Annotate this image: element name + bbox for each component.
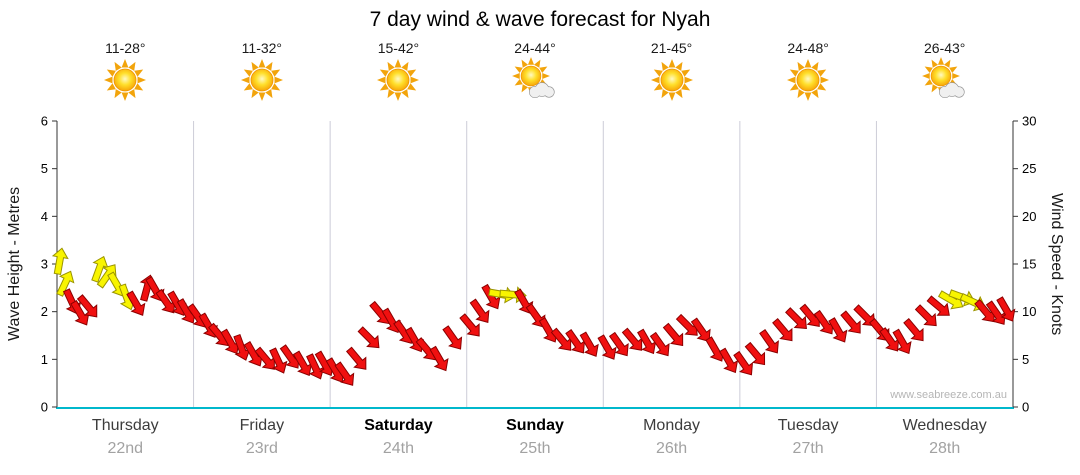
temp-range-label: 11-32° (241, 40, 283, 56)
day-label-sunday: Sunday 25th (467, 417, 604, 458)
wind-arrow (996, 296, 1016, 322)
forecast-day-friday: 11-32° (194, 40, 331, 103)
day-date: 24th (382, 440, 414, 457)
wind-arrow (649, 331, 670, 357)
day-date: 23rd (245, 440, 278, 457)
day-label-wednesday: Wednesday 28th (876, 417, 1013, 458)
day-name: Monday (643, 417, 701, 434)
temp-range-label: 24-44° (514, 40, 556, 56)
forecast-day-thursday: 11-28° (57, 40, 194, 103)
left-tick-label: 0 (41, 400, 48, 415)
day-name: Tuesday (777, 417, 839, 434)
wind-arrow (269, 347, 288, 374)
forecast-day-wednesday: 26-43° (876, 40, 1013, 103)
watermark: www.seabreeze.com.au (889, 389, 1007, 401)
right-tick-label: 5 (1022, 352, 1029, 367)
right-tick-label: 30 (1022, 114, 1036, 129)
wind-arrow (892, 328, 912, 355)
wind-arrow (759, 329, 779, 354)
right-axis-title: Wind Speed - Knots (1048, 192, 1065, 336)
wind-arrow (744, 341, 766, 366)
left-tick-label: 2 (41, 304, 48, 319)
left-tick-label: 4 (41, 209, 48, 224)
day-label-saturday: Saturday 24th (330, 417, 467, 458)
right-tick-label: 15 (1022, 257, 1036, 272)
wind-arrow (926, 295, 950, 316)
right-tick-label: 20 (1022, 209, 1036, 224)
wind-arrow (690, 317, 711, 342)
wind-arrow (914, 304, 937, 327)
temp-range-label: 21-45° (650, 40, 693, 56)
wind-arrow (469, 298, 490, 323)
wind-arrow (76, 294, 98, 318)
wind-arrow (51, 247, 69, 276)
day-date: 25th (519, 440, 551, 457)
day-date: 22nd (107, 440, 144, 457)
page-title: 7 day wind & wave forecast for Nyah (369, 8, 711, 31)
day-label-monday: Monday 26th (603, 417, 740, 458)
forecast-day-monday: 21-45° (603, 40, 740, 103)
wind-arrow (733, 350, 754, 376)
day-label-thursday: Thursday 22nd (57, 417, 194, 458)
day-label-tuesday: Tuesday 27th (740, 417, 877, 458)
day-name: Sunday (506, 417, 564, 434)
temp-range-label: 15-42° (377, 40, 420, 56)
wind-arrow (459, 313, 480, 337)
left-tick-label: 3 (41, 257, 48, 272)
left-axis-title: Wave Height - Metres (6, 186, 23, 342)
day-date: 26th (655, 440, 688, 457)
left-tick-label: 1 (41, 352, 48, 367)
wind-arrow (56, 270, 75, 297)
day-label-friday: Friday 23rd (194, 417, 331, 458)
forecast-day-tuesday: 24-48° (740, 40, 877, 103)
day-name: Thursday (91, 417, 159, 434)
wind-arrow (334, 361, 355, 386)
wind-arrow (126, 290, 146, 316)
wind-arrow (608, 331, 629, 357)
wind-arrow (853, 304, 876, 327)
wind-arrow (597, 334, 617, 360)
right-tick-label: 25 (1022, 161, 1036, 176)
left-tick-label: 6 (41, 114, 48, 129)
wind-arrow (579, 331, 599, 357)
right-tick-label: 0 (1022, 400, 1029, 415)
temp-range-label: 26-43° (924, 40, 966, 56)
wind-arrow (903, 317, 924, 342)
wind-arrow (442, 325, 463, 350)
day-name: Saturday (364, 417, 433, 434)
wind-arrow (828, 317, 848, 343)
wind-arrow (662, 322, 684, 347)
wind-arrow (718, 347, 739, 374)
forecast-day-sunday: 24-44° (467, 40, 604, 103)
forecast-day-saturday: 15-42° (330, 40, 467, 103)
left-tick-label: 5 (41, 161, 48, 176)
wind-arrow (345, 346, 367, 370)
day-date: 27th (792, 440, 824, 457)
day-name: Wednesday (902, 417, 987, 434)
wind-arrow (785, 307, 807, 330)
right-tick-label: 10 (1022, 304, 1036, 319)
wind-arrow (772, 317, 793, 342)
day-date: 28th (929, 440, 961, 457)
temp-range-label: 24-48° (787, 40, 829, 56)
temp-range-label: 11-28° (105, 40, 146, 56)
wind-arrow (429, 345, 449, 372)
wind-arrow (357, 326, 380, 349)
day-name: Friday (239, 417, 285, 434)
wind-arrow (840, 310, 861, 334)
